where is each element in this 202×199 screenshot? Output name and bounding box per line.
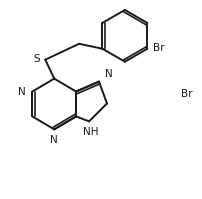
Text: N: N [105,69,113,79]
Text: Br: Br [153,43,165,53]
Text: N: N [50,135,58,145]
Text: Br: Br [181,89,192,99]
Text: NH: NH [83,127,99,137]
Text: S: S [33,54,40,64]
Text: N: N [18,87,25,97]
